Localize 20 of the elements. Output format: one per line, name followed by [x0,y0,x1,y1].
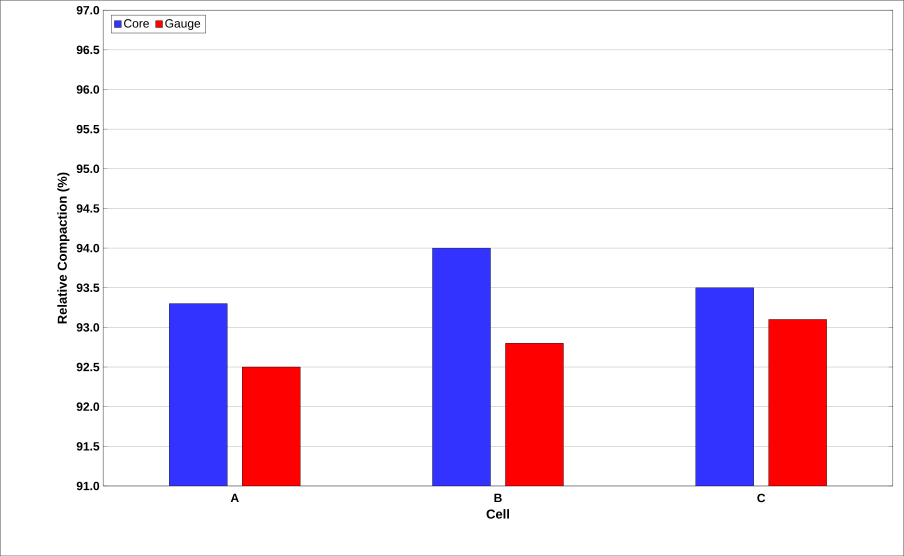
legend-label: Core [124,19,149,28]
x-axis-title: Cell [486,509,509,519]
y-tick-label: 93.5 [76,283,100,292]
y-tick-label: 96.5 [76,46,100,54]
y-axis-title: Relative Compaction (%) [57,172,70,324]
x-tick-label: C [757,494,766,502]
y-tick-label: 95.5 [76,124,100,134]
y-tick-label: 92.0 [76,402,100,411]
y-tick-label: 93.0 [76,323,100,332]
y-tick-label: 92.5 [76,362,100,372]
x-tick-label: A [230,494,239,502]
y-tick-label: 95.0 [76,164,100,173]
y-tick-label: 94.0 [76,244,100,252]
x-tick-label: B [494,494,502,502]
y-tick-label: 96.0 [76,85,100,94]
y-tick-label: 91.5 [76,442,100,450]
y-tick-label: 91.0 [76,482,100,490]
y-tick-label: 94.5 [76,204,100,213]
y-tick-label: 97.0 [76,6,100,14]
legend-label: Gauge [165,19,200,30]
